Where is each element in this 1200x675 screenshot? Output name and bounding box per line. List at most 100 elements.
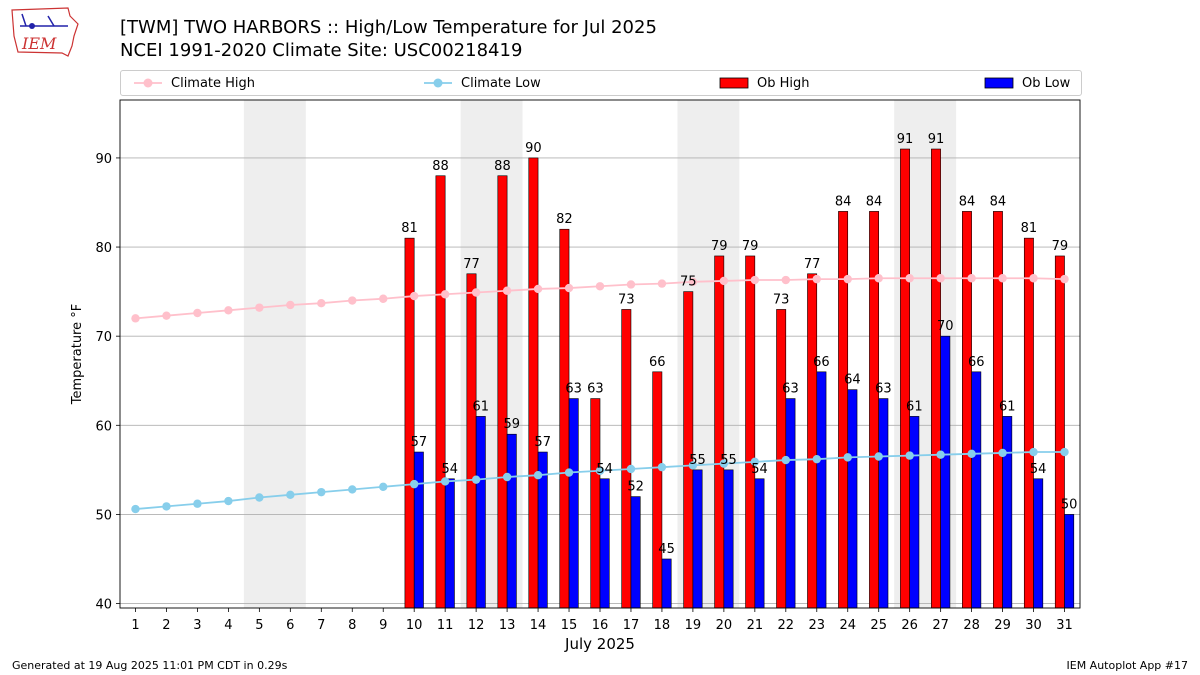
climate-low-point: [564, 468, 574, 477]
ob-high-bar: [745, 255, 756, 609]
climate-low-point: [626, 464, 636, 474]
x-axis-label: July 2025: [564, 635, 635, 653]
ob-high-data-label: 84: [835, 194, 852, 209]
ob-low-bar: [940, 335, 951, 609]
legend-climate-low-label: Climate Low: [461, 75, 541, 91]
climate-low-point: [905, 451, 914, 460]
x-tick-label: 24: [839, 618, 856, 633]
ob-low-data-label: 61: [906, 399, 923, 414]
x-tick-label: 17: [623, 618, 640, 633]
ob-low-data-label: 63: [565, 382, 582, 397]
climate-high-point: [874, 274, 883, 283]
climate-low-point: [409, 479, 419, 489]
climate-high-point: [255, 303, 264, 312]
climate-high-point: [533, 284, 543, 294]
y-axis-label: Temperature °F: [70, 304, 85, 405]
climate-high-point: [409, 291, 419, 301]
ob-high-data-label: 79: [742, 239, 759, 254]
ob-low-data-label: 54: [751, 462, 768, 477]
ob-low-bar: [1033, 478, 1044, 609]
climate-high-point: [936, 274, 945, 283]
ob-high-data-label: 90: [525, 141, 542, 156]
climate-high-point: [162, 311, 171, 320]
legend-ob-high: Ob High: [719, 71, 810, 95]
climate-high-point: [317, 299, 326, 308]
climate-low-point: [936, 450, 945, 459]
ob-high-data-label: 88: [432, 159, 449, 174]
x-tick-label: 2: [162, 618, 170, 633]
ob-low-data-label: 45: [658, 542, 675, 557]
ob-high-data-label: 84: [990, 194, 1007, 209]
climate-low-point: [843, 453, 852, 462]
ob-low-data-label: 57: [534, 435, 551, 450]
ob-low-data-label: 52: [627, 480, 644, 495]
climate-low-point: [719, 459, 729, 468]
x-tick-label: 23: [809, 618, 826, 633]
ob-low-data-label: 61: [473, 399, 490, 414]
ob-low-bar: [475, 416, 486, 609]
climate-high-point: [131, 314, 140, 323]
ob-low-data-label: 54: [1030, 462, 1047, 477]
ob-high-bar: [869, 211, 880, 609]
iowa-map-logo-icon: IEM: [11, 7, 79, 57]
ob-low-data-label: 66: [813, 355, 830, 370]
ob-low-bar: [444, 478, 455, 609]
climate-low-point: [317, 487, 326, 497]
climate-low-point: [131, 504, 140, 514]
climate-low-point: [502, 472, 512, 482]
climate-high-point: [379, 294, 388, 303]
climate-high-point: [224, 306, 233, 315]
x-tick-label: 14: [530, 618, 547, 633]
ob-high-data-label: 73: [773, 292, 790, 307]
x-tick-label: 3: [193, 618, 201, 633]
weekend-shade: [243, 100, 306, 608]
climate-low-point: [224, 496, 233, 506]
x-tick-label: 21: [747, 618, 764, 633]
x-tick-label: 15: [561, 618, 578, 633]
climate-high-point: [1029, 274, 1038, 283]
climate-high-point: [719, 276, 729, 286]
ob-low-bar: [754, 478, 765, 609]
climate-low-point: [162, 502, 171, 511]
y-tick-label: 90: [95, 152, 112, 167]
x-tick-label: 5: [255, 618, 263, 633]
y-tick-label: 50: [95, 508, 112, 523]
footer-app-text: IEM Autoplot App #17: [1066, 659, 1189, 672]
ob-high-data-label: 63: [587, 382, 604, 397]
legend-climate-low: Climate Low: [423, 71, 541, 95]
climate-low-point: [193, 499, 202, 508]
climate-low-point: [688, 461, 698, 470]
ob-low-bar: [785, 398, 796, 609]
footer-generated-text: Generated at 19 Aug 2025 11:01 PM CDT in…: [12, 659, 288, 672]
ob-high-data-label: 79: [711, 239, 728, 254]
ob-high-bar: [590, 398, 601, 609]
climate-high-point: [502, 286, 512, 295]
x-tick-label: 19: [685, 618, 702, 633]
ob-high-data-label: 84: [866, 194, 883, 209]
ob-low-data-label: 55: [720, 453, 737, 468]
ob-low-bar: [1002, 416, 1013, 609]
ob-high-bar: [962, 211, 972, 609]
ob-low-bar: [971, 371, 982, 609]
ob-low-bar: [630, 496, 641, 609]
ob-high-bar: [838, 211, 849, 609]
legend-ob-low-label: Ob Low: [1022, 75, 1071, 91]
climate-high-point: [843, 274, 852, 284]
legend-ob-low: Ob Low: [984, 71, 1070, 95]
ob-low-bar: [909, 416, 920, 609]
ob-low-bar: [847, 389, 858, 609]
ob-low-data-label: 70: [937, 319, 954, 334]
ob-high-bar: [931, 148, 941, 609]
x-tick-label: 7: [317, 618, 325, 633]
ob-high-data-label: 84: [959, 194, 976, 209]
ob-high-data-label: 91: [897, 132, 914, 147]
climate-low-point: [812, 454, 821, 464]
ob-low-bar: [878, 398, 889, 609]
climate-high-point: [781, 275, 791, 285]
ob-high-data-label: 77: [804, 257, 821, 272]
x-tick-label: 10: [406, 618, 423, 633]
ob-high-data-label: 91: [928, 132, 945, 147]
climate-high-point: [440, 290, 450, 299]
iem-logo: IEM: [8, 6, 80, 58]
ob-low-bar: [692, 469, 703, 609]
